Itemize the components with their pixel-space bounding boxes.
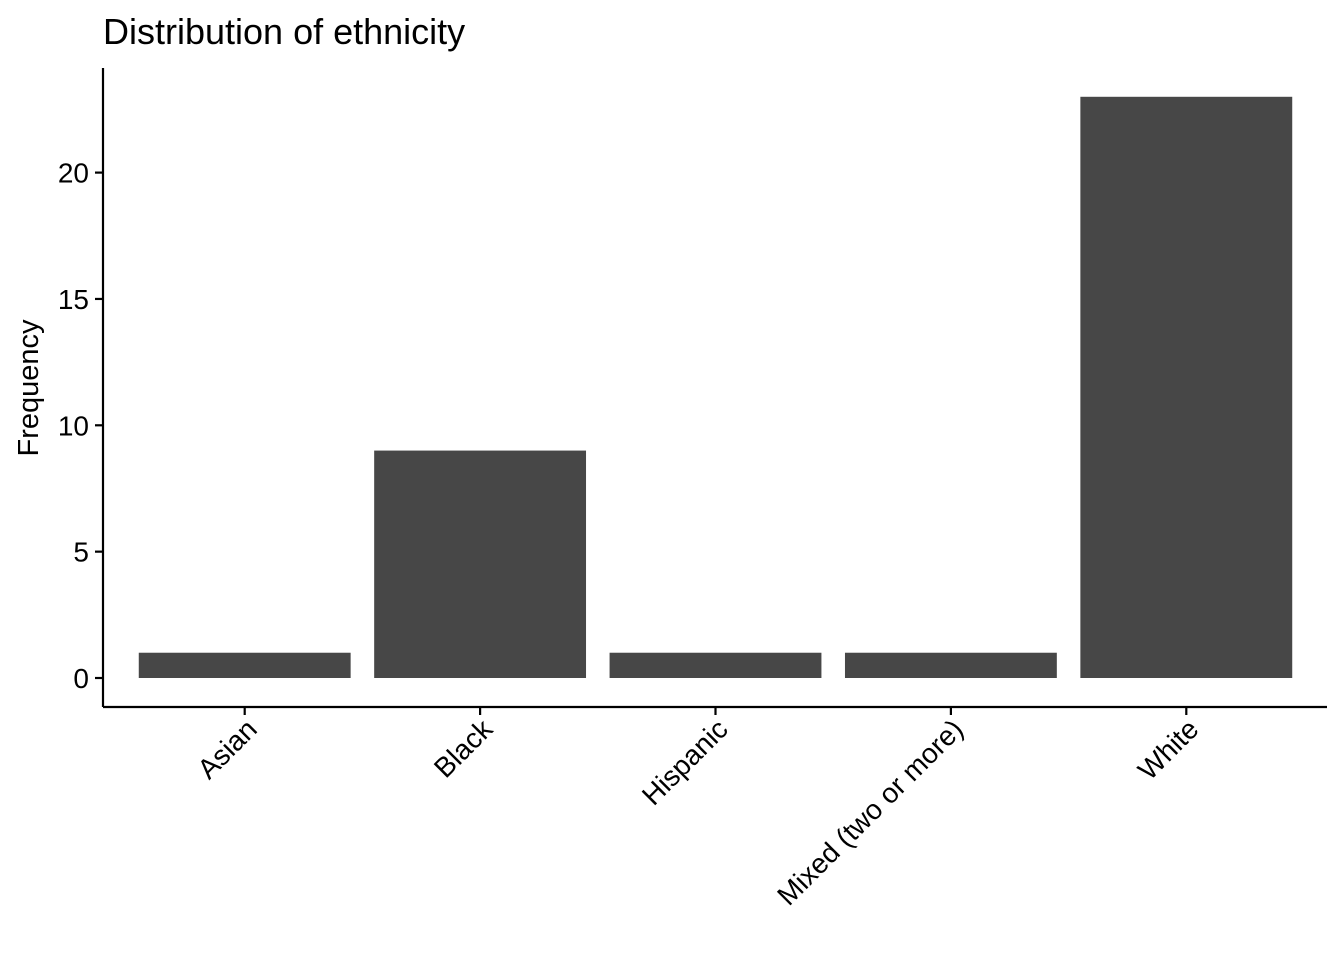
y-tick-label: 20 (58, 158, 89, 189)
y-tick-label: 5 (73, 537, 89, 568)
x-tick-label: Asian (191, 713, 262, 784)
x-tick-label: Hispanic (636, 713, 734, 811)
y-tick-label: 15 (58, 284, 89, 315)
y-axis-title: Frequency (13, 319, 45, 457)
bar-asian (138, 652, 351, 678)
x-axis: Asian Black Hispanic Mixed (two or more) Whi… (103, 705, 1327, 911)
x-tick-label: Black (428, 713, 499, 784)
bar-hispanic (609, 652, 822, 678)
bar-white (1080, 96, 1293, 679)
x-tick-label: Mixed (two or more) (771, 713, 969, 911)
bar-black (374, 450, 587, 678)
chart-title: Distribution of ethnicity (103, 11, 465, 52)
bars-group (138, 96, 1293, 679)
x-tick-label: White (1132, 713, 1205, 786)
y-tick-label: 10 (58, 410, 89, 441)
y-axis: 0 5 10 15 20 (58, 68, 105, 707)
y-tick-label: 0 (73, 663, 89, 694)
bar-mixed-two-or-more (844, 652, 1057, 678)
